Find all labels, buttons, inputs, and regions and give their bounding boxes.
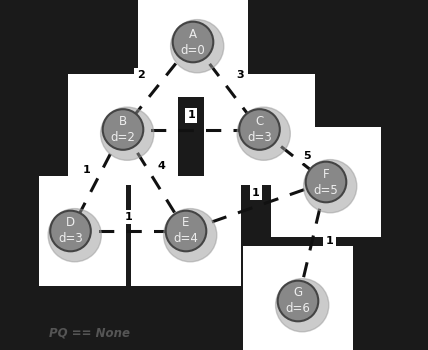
Text: 5: 5 [303,151,311,161]
Circle shape [239,109,280,150]
Text: 2: 2 [137,70,144,80]
Text: E
d=4: E d=4 [174,217,199,245]
FancyBboxPatch shape [204,74,315,185]
FancyBboxPatch shape [15,176,126,286]
FancyBboxPatch shape [270,127,381,237]
Text: 1: 1 [82,165,90,175]
Circle shape [237,107,290,160]
Circle shape [101,107,154,160]
Circle shape [278,281,318,321]
Text: C
d=3: C d=3 [247,115,272,144]
Circle shape [48,209,101,262]
Text: F
d=5: F d=5 [314,168,339,196]
Text: B
d=2: B d=2 [110,115,135,144]
Text: 3: 3 [236,70,244,80]
Text: PQ == None: PQ == None [50,327,131,340]
Circle shape [173,22,213,62]
Circle shape [306,162,346,202]
FancyBboxPatch shape [243,246,353,350]
Circle shape [171,20,224,73]
FancyBboxPatch shape [68,74,178,185]
Circle shape [303,160,357,213]
Text: 1: 1 [326,237,333,246]
Circle shape [103,109,143,150]
Text: D
d=3: D d=3 [58,217,83,245]
Text: A
d=0: A d=0 [181,28,205,56]
Circle shape [276,279,329,332]
Circle shape [50,211,91,251]
Text: G
d=6: G d=6 [285,287,310,315]
Text: 1: 1 [252,188,260,197]
Circle shape [166,211,206,251]
FancyBboxPatch shape [131,176,241,286]
Text: 4: 4 [158,161,166,171]
FancyBboxPatch shape [138,0,248,97]
Text: 1: 1 [125,212,132,222]
Text: 1: 1 [187,111,195,120]
Circle shape [163,209,217,262]
